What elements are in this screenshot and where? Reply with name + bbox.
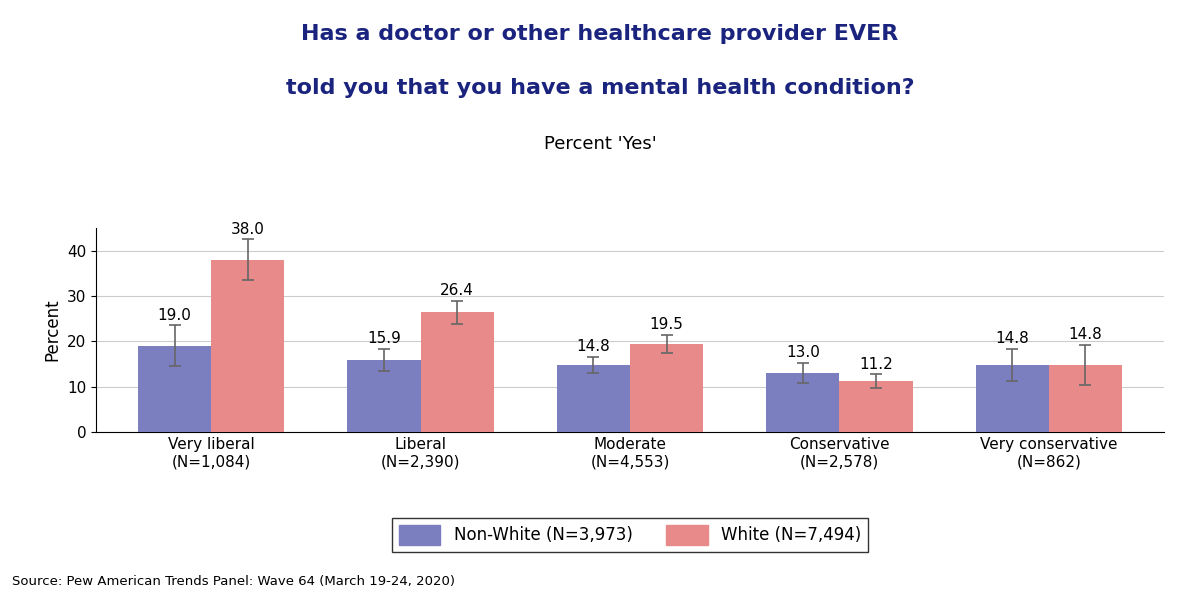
- Bar: [1049, 365, 1122, 432]
- Bar: [766, 373, 840, 432]
- Text: Has a doctor or other healthcare provider EVER: Has a doctor or other healthcare provide…: [301, 24, 899, 44]
- Legend: Non-White (N=3,973), White (N=7,494): Non-White (N=3,973), White (N=7,494): [392, 518, 868, 551]
- Text: told you that you have a mental health condition?: told you that you have a mental health c…: [286, 78, 914, 98]
- Text: 14.8: 14.8: [576, 339, 611, 354]
- Text: 14.8: 14.8: [1068, 327, 1103, 342]
- Text: 19.0: 19.0: [157, 308, 192, 323]
- Text: 13.0: 13.0: [786, 346, 820, 361]
- Text: 19.5: 19.5: [649, 317, 684, 332]
- Bar: [840, 381, 913, 432]
- Text: 11.2: 11.2: [859, 357, 893, 372]
- Bar: [138, 346, 211, 432]
- Bar: [630, 344, 703, 432]
- Bar: [347, 360, 420, 432]
- Text: Percent 'Yes': Percent 'Yes': [544, 135, 656, 153]
- Text: 15.9: 15.9: [367, 331, 401, 346]
- Bar: [420, 313, 494, 432]
- Text: 26.4: 26.4: [440, 283, 474, 298]
- Text: 38.0: 38.0: [230, 221, 265, 236]
- Text: 14.8: 14.8: [995, 331, 1030, 346]
- Bar: [976, 365, 1049, 432]
- Y-axis label: Percent: Percent: [43, 299, 61, 361]
- Text: Source: Pew American Trends Panel: Wave 64 (March 19-24, 2020): Source: Pew American Trends Panel: Wave …: [12, 575, 455, 588]
- Bar: [211, 260, 284, 432]
- Bar: [557, 365, 630, 432]
